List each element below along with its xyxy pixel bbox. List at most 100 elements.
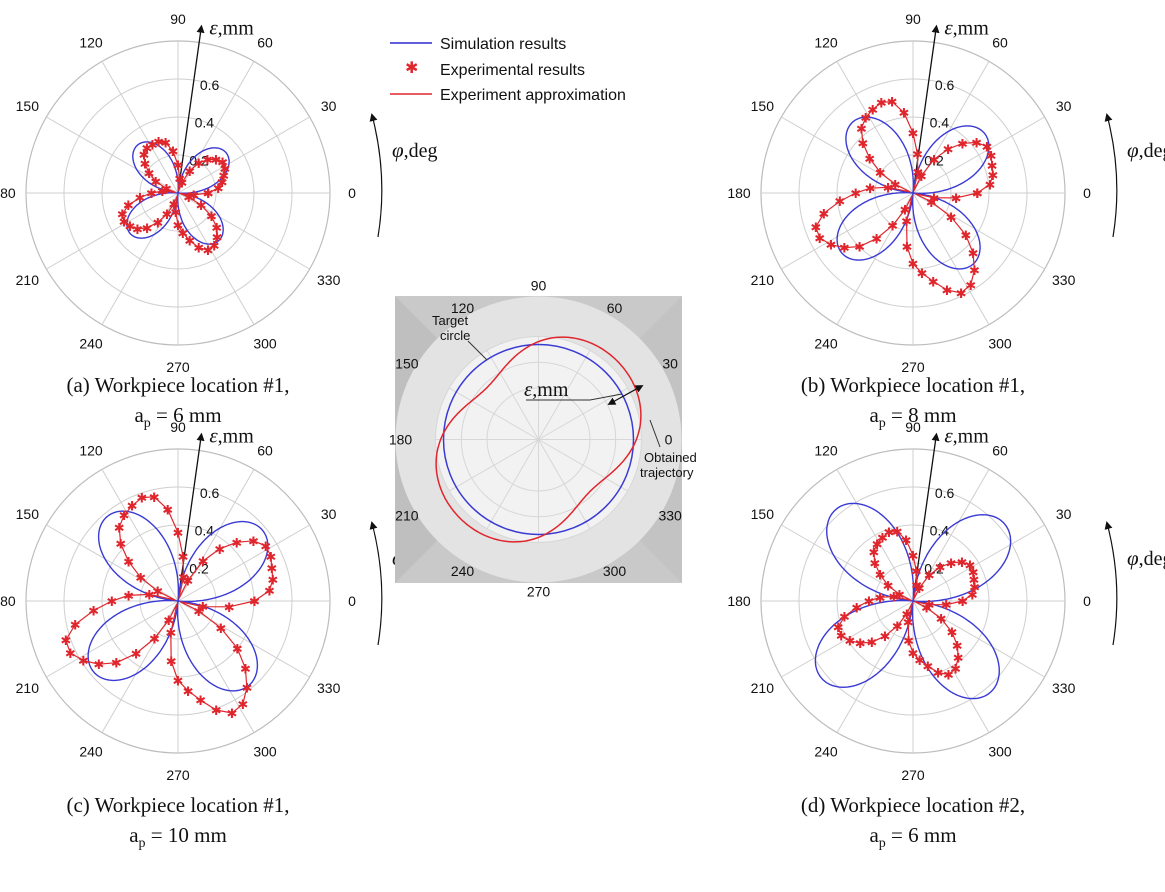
epsilon-symbol: ε <box>209 16 218 40</box>
angular-axis-arrow <box>369 113 383 238</box>
experimental-marker: ✱ <box>111 657 122 672</box>
experimental-marker: ✱ <box>965 279 976 294</box>
experimental-marker: ✱ <box>987 159 998 174</box>
experimental-marker: ✱ <box>877 531 888 546</box>
experimental-marker: ✱ <box>119 509 130 524</box>
experimental-marker: ✱ <box>203 187 214 202</box>
experimental-marker: ✱ <box>153 136 164 151</box>
experimental-marker: ✱ <box>188 189 199 204</box>
experimental-marker: ✱ <box>856 122 867 137</box>
angular-axis-arrow <box>1104 521 1118 646</box>
angular-axis-unit: ,deg <box>404 140 438 162</box>
experimental-marker: ✱ <box>248 535 259 550</box>
diagram-angle-label: 150 <box>395 356 419 372</box>
legend-marker-star: ✱ <box>405 58 418 77</box>
experimental-marker: ✱ <box>924 569 935 584</box>
diagram-angle-label: 240 <box>451 563 475 579</box>
angle-tick-label: 150 <box>751 506 775 522</box>
experimental-marker: ✱ <box>892 620 903 635</box>
target-label-line2: circle <box>440 328 470 343</box>
experimental-marker: ✱ <box>166 655 177 670</box>
caption-subscript: p <box>879 836 886 851</box>
experimental-marker: ✱ <box>956 287 967 302</box>
diagram-epsilon-unit: ,mm <box>532 379 569 401</box>
experimental-marker: ✱ <box>136 492 147 507</box>
angle-tick-label: 240 <box>79 336 103 352</box>
approximation-curve <box>65 496 274 714</box>
experimental-marker: ✱ <box>173 219 184 234</box>
experimental-marker: ✱ <box>902 241 913 256</box>
experimental-marker: ✱ <box>972 187 983 202</box>
epsilon-symbol: ε <box>209 424 218 448</box>
experimental-marker: ✱ <box>865 182 876 197</box>
experimental-marker: ✱ <box>928 192 939 207</box>
angle-tick-label: 180 <box>727 593 751 609</box>
experimental-marker: ✱ <box>941 599 952 614</box>
experimental-marker: ✱ <box>193 157 204 172</box>
experimental-marker: ✱ <box>231 536 242 551</box>
grid-spoke <box>781 192 914 270</box>
experimental-marker: ✱ <box>946 626 957 641</box>
experimental-marker: ✱ <box>883 181 894 196</box>
experimental-marker: ✱ <box>135 572 146 587</box>
experimental-marker: ✱ <box>908 127 919 142</box>
angular-axis-arrow <box>1104 113 1118 238</box>
experimental-marker: ✱ <box>825 239 836 254</box>
diagram-spoke <box>486 350 539 440</box>
angle-tick-label: 60 <box>992 34 1008 50</box>
radial-axis-label: ε,mm <box>944 16 989 40</box>
angle-tick-label: 180 <box>0 185 16 201</box>
experimental-marker: ✱ <box>93 658 104 673</box>
simulation-curve <box>126 141 230 245</box>
radial-tick-label: 0.4 <box>930 523 950 539</box>
experimental-marker: ✱ <box>176 177 187 192</box>
experimental-marker: ✱ <box>167 145 178 160</box>
diagram-angle-label: 60 <box>607 300 623 316</box>
experimental-marker: ✱ <box>810 221 821 236</box>
experimental-marker: ✱ <box>132 223 143 238</box>
angle-tick-label: 240 <box>79 744 103 760</box>
experimental-marker: ✱ <box>887 219 898 234</box>
experimental-marker: ✱ <box>215 622 226 637</box>
experimental-marker: ✱ <box>211 221 222 236</box>
experimental-marker: ✱ <box>985 178 996 193</box>
angle-tick-label: 270 <box>901 359 925 375</box>
angle-tick-label: 300 <box>988 336 1012 352</box>
grid-spoke <box>177 600 255 733</box>
angle-tick-label: 300 <box>988 744 1012 760</box>
angle-tick-label: 60 <box>992 442 1008 458</box>
grid-spoke <box>912 524 1045 602</box>
experimental-marker: ✱ <box>868 546 879 561</box>
caption-line1: (c) Workpiece location #1, <box>66 793 289 817</box>
experimental-marker: ✱ <box>855 637 866 652</box>
caption-line2: ap = 8 mm <box>869 403 956 431</box>
caption-line2: ap = 6 mm <box>869 823 956 851</box>
radial-axis-unit: ,mm <box>218 18 255 40</box>
experimental-marker: ✱ <box>872 538 883 553</box>
experimental-marker: ✱ <box>131 648 142 663</box>
grid-spoke <box>177 61 255 194</box>
legend-entry-approximation: Experiment approximation <box>390 87 626 104</box>
caption-subscript: p <box>879 416 886 431</box>
experimental-marker: ✱ <box>178 550 189 565</box>
experimental-marker: ✱ <box>195 694 206 709</box>
caption-line2: ap = 6 mm <box>134 403 221 431</box>
approximation-curve <box>815 100 994 294</box>
grid-spoke <box>101 469 179 602</box>
target-label-line1: Target <box>432 313 469 328</box>
radial-tick-label: 0.6 <box>200 485 220 501</box>
experimental-marker: ✱ <box>969 581 980 596</box>
experimental-marker: ✱ <box>249 595 260 610</box>
experimental-marker: ✱ <box>987 169 998 184</box>
diagram-angle-label: 270 <box>527 584 551 600</box>
experimental-marker: ✱ <box>943 669 954 684</box>
diagram-angle-label: 210 <box>395 508 419 524</box>
experimental-marker: ✱ <box>214 543 225 558</box>
caption-value: = 8 mm <box>886 403 957 427</box>
legend-label-simulation: Simulation results <box>440 36 566 53</box>
angular-axis-label: φ,deg <box>1127 138 1165 162</box>
grid-spoke <box>912 192 1045 270</box>
caption-line2: ap = 10 mm <box>129 823 227 851</box>
experimental-marker: ✱ <box>986 149 997 164</box>
angle-tick-label: 150 <box>751 98 775 114</box>
